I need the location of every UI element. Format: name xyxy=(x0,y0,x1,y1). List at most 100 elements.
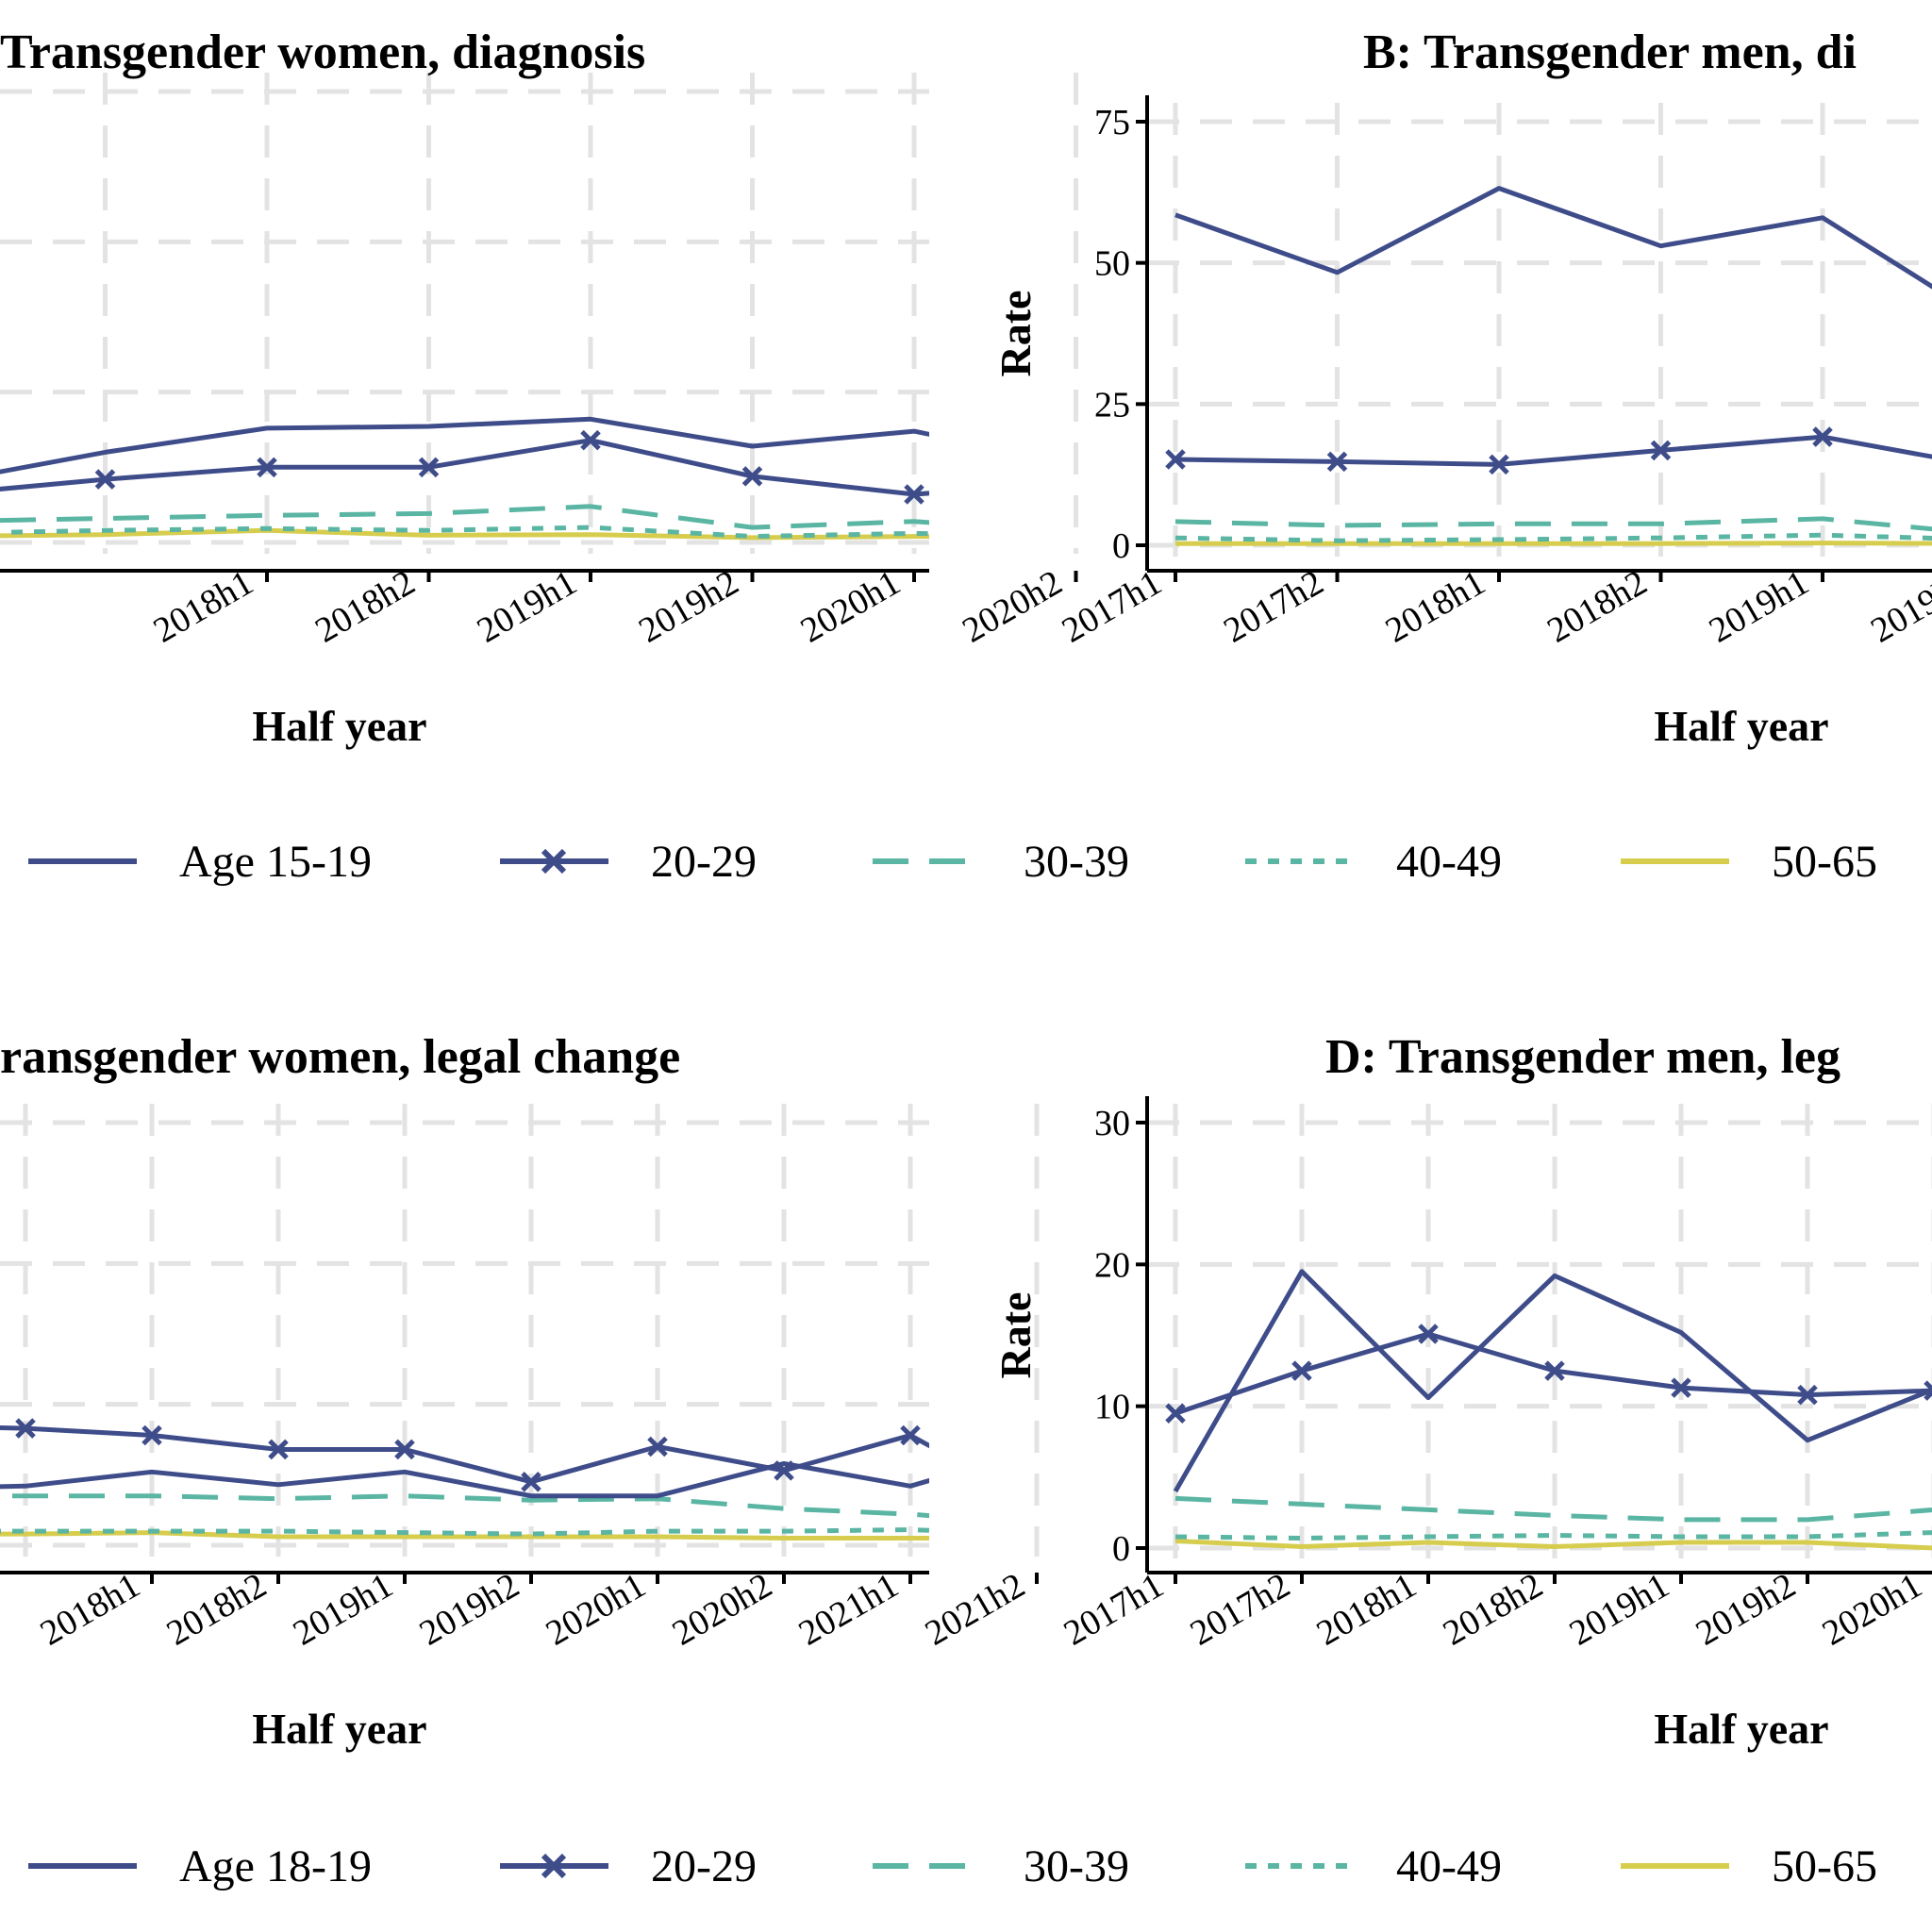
plot-area xyxy=(1165,1269,1932,1551)
x-tick-label: 2017h1 xyxy=(1058,1565,1171,1653)
y-axis-title: Rate xyxy=(991,291,1040,377)
data-point-marker xyxy=(1544,1360,1565,1381)
panel-title: B: Transgender men, di xyxy=(1363,25,1857,79)
y-tick-label: 25 xyxy=(1094,385,1130,425)
data-point-marker xyxy=(15,1418,36,1439)
data-point-marker xyxy=(1165,449,1186,470)
data-point-marker xyxy=(142,1424,162,1446)
data-point-marker xyxy=(418,457,440,478)
data-point-marker xyxy=(904,484,924,505)
x-tick-label: 2018h1 xyxy=(1379,562,1492,650)
x-tick-label: 2019h2 xyxy=(1690,1565,1803,1653)
series-line-20-29 xyxy=(1174,434,1932,467)
data-point-marker xyxy=(521,1472,541,1492)
x-axis-title: Half year xyxy=(252,1705,426,1753)
data-point-marker xyxy=(1418,1324,1439,1344)
series-line-20-29 xyxy=(0,438,929,497)
series-line-30-39 xyxy=(0,1493,929,1519)
series-line-age-18-19 xyxy=(1173,1269,1932,1493)
y-tick-label: 30 xyxy=(1094,1104,1130,1143)
legend-label: 30-39 xyxy=(1024,1841,1129,1891)
x-tick-label: 2018h1 xyxy=(34,1565,147,1653)
data-point-marker xyxy=(94,469,116,490)
x-tick-label: 2018h2 xyxy=(308,562,422,650)
legend-label: 50-65 xyxy=(1772,837,1877,887)
panel-a: 2018h1 2018h2 2019h1 2019h2 2020h1 2020h2 Half… xyxy=(0,25,1085,750)
data-point-marker xyxy=(1812,426,1833,447)
y-tick-label: 20 xyxy=(1094,1245,1130,1285)
data-point-marker xyxy=(741,466,763,487)
y-tick-label: 50 xyxy=(1094,244,1130,284)
data-point-marker xyxy=(257,457,277,478)
legend-label: 40-49 xyxy=(1396,1841,1502,1891)
data-point-marker xyxy=(1671,1377,1691,1398)
series-line-20-29 xyxy=(0,1424,929,1485)
x-axis-title: Half year xyxy=(252,702,426,750)
plot-area xyxy=(1165,186,1932,546)
legend-label: 40-49 xyxy=(1396,837,1502,887)
series-line-age-18-19 xyxy=(0,1460,929,1499)
data-point-marker xyxy=(1326,451,1348,473)
series-line-20-29 xyxy=(1174,1331,1932,1416)
x-tick-label: 2020h2 xyxy=(666,1565,779,1653)
x-tick-label: 2018h1 xyxy=(147,562,260,650)
y-tick-label: 10 xyxy=(1094,1388,1130,1427)
series-line-30-39 xyxy=(1174,516,1932,532)
plot-area xyxy=(0,1418,929,1541)
data-point-marker xyxy=(1797,1384,1818,1406)
data-point-marker xyxy=(1165,1403,1186,1424)
panel-title: ransgender women, legal change xyxy=(0,1030,680,1084)
y-axis-title: Rate xyxy=(991,1292,1040,1379)
data-point-marker xyxy=(580,429,601,451)
x-tick-label: 2018h1 xyxy=(1310,1565,1424,1653)
data-point-marker xyxy=(268,1439,289,1460)
legend-label: 20-29 xyxy=(651,1841,757,1891)
series-line-30-39 xyxy=(1174,1495,1932,1523)
legend-label: Age 18-19 xyxy=(179,1841,372,1891)
x-tick-label: 2017h1 xyxy=(1056,562,1169,650)
x-tick-label: 2019h2 xyxy=(413,1565,526,1653)
x-tick-label: 2018h2 xyxy=(160,1565,274,1653)
data-point-marker xyxy=(1068,474,1085,491)
x-tick-label: 2019h1 xyxy=(471,562,584,650)
x-tick-label: 2020h1 xyxy=(540,1565,653,1653)
panel-b: 0 25 50 75 2017h1 2017h2 2018h1 2018h2 2019h1 201… xyxy=(991,25,1932,750)
y-tick-label: 0 xyxy=(1112,1529,1130,1569)
data-point-marker xyxy=(900,1424,921,1446)
plot-area xyxy=(0,416,1085,541)
panel-d: 0 10 20 30 2017h1 2017h2 2018h1 2018h2 2019h1 201… xyxy=(991,1030,1932,1753)
series-line-40-49 xyxy=(0,525,929,540)
x-tick-label: 2020h1 xyxy=(794,562,908,650)
x-tick-label: 2018h2 xyxy=(1541,562,1654,650)
x-tick-label: 2019h1 xyxy=(1703,562,1816,650)
data-point-marker xyxy=(1924,1380,1932,1401)
panel-title: Transgender women, diagnosis xyxy=(0,25,645,79)
legend-label: 20-29 xyxy=(651,837,757,887)
x-tick-label: 2021h1 xyxy=(792,1565,906,1653)
legend-label: 30-39 xyxy=(1024,837,1129,887)
y-tick-label: 0 xyxy=(1112,526,1130,566)
panel-title: D: Transgender men, leg xyxy=(1325,1030,1840,1084)
y-tick-label: 75 xyxy=(1094,103,1130,142)
series-line-50-65 xyxy=(1175,541,1932,546)
data-point-marker xyxy=(1650,440,1672,461)
x-axis-title: Half year xyxy=(1654,702,1828,750)
legend-bottom: Age 18-19 20-29 30-39 40-49 50-65 xyxy=(28,1841,1877,1891)
x-tick-label: 2021h2 xyxy=(919,1565,1032,1653)
x-tick-label: 2019h2 xyxy=(1864,562,1932,650)
series-line-50-65 xyxy=(1174,1539,1932,1551)
x-tick-label: 2019h1 xyxy=(1563,1565,1676,1653)
data-point-marker xyxy=(647,1436,668,1457)
series-line-50-65 xyxy=(0,527,929,541)
series-line-40-49 xyxy=(0,1527,929,1537)
x-tick-label: 2017h2 xyxy=(1217,562,1330,650)
legend-label: Age 15-19 xyxy=(179,837,372,887)
data-point-marker xyxy=(394,1439,415,1460)
panel-c: 2018h1 2018h2 2019h1 2019h2 2020h1 2020h2 2021… xyxy=(0,1030,1040,1753)
x-tick-label: 2020h1 xyxy=(1816,1565,1929,1653)
legend-key-marker xyxy=(541,1853,567,1879)
series-line-30-39 xyxy=(0,504,929,530)
series-line-age-15-19 xyxy=(0,416,929,475)
x-tick-label: 2020h2 xyxy=(956,562,1069,650)
